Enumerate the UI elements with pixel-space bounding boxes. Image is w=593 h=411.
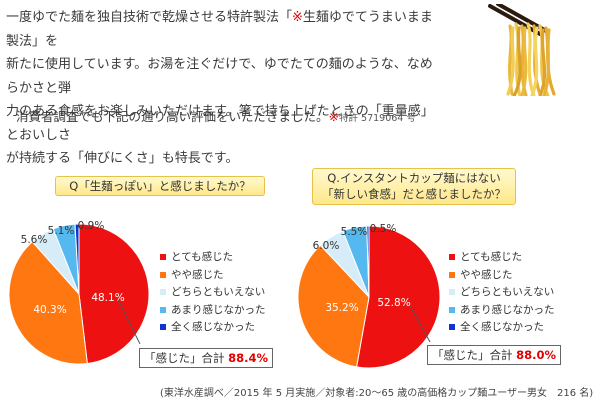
legend-1: とても感じた やや感じたどちらともいえない あまり感じなかった 全く感じなかった <box>160 249 266 337</box>
survey-footnote: (東洋水産調べ／2015 年 5 月実施／対象者:20～65 歳の高価格カップ麺… <box>160 388 593 399</box>
intro-line-1-mark: ※ <box>292 10 303 25</box>
legend-item-not-much: あまり感じなかった <box>449 302 555 320</box>
legend-item-neutral: どちらともいえない <box>449 284 555 302</box>
pie-slice-very <box>355 225 441 369</box>
legend-swatch <box>449 324 455 330</box>
legend-label: とても感じた <box>171 251 234 263</box>
slice-value-label-very: 48.1% <box>91 292 124 304</box>
callout-leader-line <box>117 299 141 345</box>
legend-label: あまり感じなかった <box>460 303 555 316</box>
intro-line-2: 新たに使用しています。お湯を注ぐだけで、ゆでたての麺のような、なめらかさと弾 <box>6 57 433 96</box>
callout-1-value: 88.4% <box>228 351 269 365</box>
survey-text: 消費者調査でも下記の通り高い評価をいただきました。 <box>16 109 329 124</box>
slice-value-label-not-much: 5.5% <box>341 226 368 238</box>
legend-label: どちらともいえない <box>460 286 555 298</box>
legend-item-not-at-all: 全く感じなかった <box>160 319 266 337</box>
pie-slice-not-at-all <box>74 223 80 295</box>
pie-slice-not-at-all <box>366 225 370 298</box>
pie-slice-somewhat <box>297 244 370 368</box>
legend-label: とても感じた <box>460 251 523 263</box>
legend-item-not-much: あまり感じなかった <box>160 302 266 320</box>
slice-value-label-not-much: 5.1% <box>48 225 75 237</box>
callout-2-label: 「感じた」合計 <box>432 348 513 362</box>
legend-item-neutral: どちらともいえない <box>160 284 266 302</box>
legend-swatch <box>449 254 455 260</box>
pie-chart-2: 52.8% 35.2% 6.0%5.5% 0.5% <box>297 223 441 369</box>
question-box-1: Q「生麺っぽい」と感じましたか？ <box>55 176 265 196</box>
legend-label: 全く感じなかった <box>460 321 544 333</box>
legend-item-somewhat: やや感じた <box>160 267 266 285</box>
legend-2: とても感じた やや感じたどちらともいえない あまり感じなかった 全く感じなかった <box>449 249 555 337</box>
callout-1-label: 「感じた」合計 <box>144 351 225 365</box>
pie-chart-1: 48.1% 40.3% 5.6%5.1% 0.9% <box>8 220 150 365</box>
intro-paragraph: 一度ゆでた麺を独自技術で乾燥させる特許製法「※生麺ゆでてうまいまま製法」を 新た… <box>6 6 444 171</box>
legend-swatch <box>160 254 166 260</box>
question-2-title-line2: 「新しい食感」だと感じましたか？ <box>322 187 506 201</box>
legend-item-very: とても感じた <box>160 249 266 267</box>
slice-value-label-very: 52.8% <box>377 297 410 309</box>
survey-line: 消費者調査でも下記の通り高い評価をいただきました。※特許 5719064 号 <box>16 106 416 125</box>
question-2-title-line1: Q.インスタントカップ麺にはない <box>327 171 501 185</box>
slice-value-label-not-at-all: 0.9% <box>78 220 105 232</box>
slice-value-label-not-at-all: 0.5% <box>370 223 397 235</box>
legend-swatch <box>160 306 166 313</box>
intro-line-1-a: 一度ゆでた麺を独自技術で乾燥させる特許製法「 <box>6 10 293 25</box>
slice-value-label-neutral: 5.6% <box>21 234 48 246</box>
legend-item-very: とても感じた <box>449 249 555 267</box>
callout-leader-line <box>409 305 431 343</box>
pie-slice-very <box>78 223 150 365</box>
slice-value-label-somewhat: 40.3% <box>33 304 66 316</box>
patent-number: 特許 5719064 号 <box>339 113 416 124</box>
callout-1: 「感じた」合計 88.4% <box>139 348 274 368</box>
slice-value-label-neutral: 6.0% <box>313 240 340 252</box>
legend-swatch <box>449 289 455 295</box>
legend-item-somewhat: やや感じた <box>449 267 555 285</box>
legend-label: あまり感じなかった <box>171 303 266 316</box>
intro-line-1-b: 生麺ゆでてうまいまま製法」を <box>6 10 433 49</box>
legend-label: やや感じた <box>460 268 513 281</box>
callout-2: 「感じた」合計 88.0% <box>427 345 562 365</box>
legend-label: 全く感じなかった <box>171 321 255 333</box>
legend-label: やや感じた <box>171 268 224 281</box>
legend-swatch <box>160 289 166 295</box>
slice-value-label-somewhat: 35.2% <box>325 302 358 314</box>
intro-line-3: 力のある食感をお楽しみいただけます。箸で持ち上げたときの「重量感」とおいしさ <box>6 104 434 143</box>
intro-line-1: 一度ゆでた麺を独自技術で乾燥させる特許製法「※生麺ゆでてうまいまま製法」を <box>6 6 444 53</box>
legend-swatch <box>160 324 166 330</box>
legend-label: どちらともいえない <box>171 286 266 298</box>
question-box-2: Q.インスタントカップ麺にはない 「新しい食感」だと感じましたか？ <box>312 168 516 205</box>
question-1-title: Q「生麺っぽい」と感じましたか？ <box>69 179 251 193</box>
patent-mark: ※ <box>328 109 339 124</box>
legend-swatch <box>160 271 166 278</box>
intro-line-4: が持続する「伸びにくさ」も特長です。 <box>6 151 239 166</box>
pie-slice-somewhat <box>8 241 88 365</box>
legend-swatch <box>449 271 455 278</box>
noodle-photo <box>452 4 588 96</box>
legend-item-not-at-all: 全く感じなかった <box>449 319 555 337</box>
callout-2-value: 88.0% <box>516 348 557 362</box>
legend-swatch <box>449 306 455 313</box>
